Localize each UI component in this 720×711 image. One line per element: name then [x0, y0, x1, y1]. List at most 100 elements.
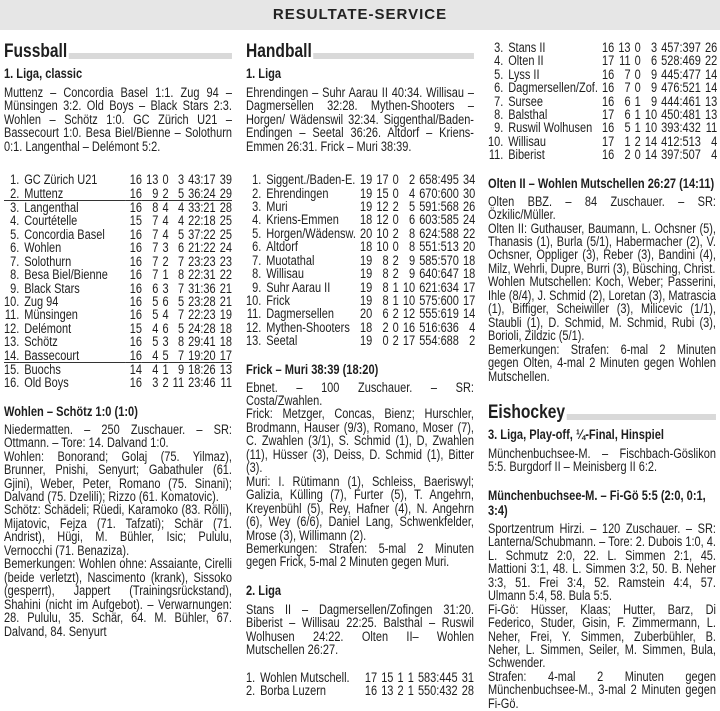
cell-losses: 9: [408, 252, 416, 268]
results-text: Stans II – Dagmersellen/Zofingen 31:20. …: [246, 601, 474, 658]
league-title: 3. Liga, Play-off, ¼-Final, Hinspiel: [488, 427, 664, 442]
cell-points: 18: [219, 320, 232, 336]
cell-rank: 13.: [246, 333, 262, 349]
cell-games: 16: [129, 280, 143, 296]
cell-games: 17: [602, 107, 615, 123]
cell-draws: 0: [634, 53, 641, 69]
match-title: Wohlen – Schötz 1:0 (1:0): [4, 403, 138, 419]
match-title: Frick – Muri 38:39 (18:20): [246, 361, 379, 377]
cell-rank: 9.: [10, 280, 20, 296]
table-row: 16. Old Boys 16 3 2 11 23:46 11: [4, 375, 232, 391]
cell-losses: 3: [177, 172, 185, 188]
cell-draws: 2: [162, 253, 169, 269]
match-report: Niedermatten. – 250 Zuschauer. – SR: Ott…: [4, 423, 232, 638]
cell-rank: 15.: [4, 361, 20, 377]
table-row: 4. Kriens-Emmen 18 12 0 6 603:585 24: [246, 212, 475, 228]
section-rule: [313, 53, 474, 59]
cell-losses: 8: [408, 225, 416, 241]
cell-games: 16: [125, 348, 143, 363]
cell-losses: 6: [177, 240, 185, 256]
section-header-eishockey: Eishockey: [488, 403, 716, 423]
cell-team: Dagmersellen: [266, 306, 334, 322]
cell-wins: 9: [142, 187, 159, 202]
cell-losses: 1: [407, 669, 414, 685]
cell-rank: 12.: [246, 319, 262, 335]
cell-wins: 7: [624, 80, 631, 96]
cell-games: 16: [129, 375, 143, 391]
cell-team: Dagmersellen/Zof.: [508, 80, 598, 96]
table-row: 10. Zug 94 16 5 6 5 23:28 21: [4, 293, 232, 309]
table-row: 2. Ehrendingen 19 15 0 4 670:600 30: [246, 185, 476, 201]
cell-draws: 4: [162, 226, 169, 242]
cell-games: 19: [360, 172, 373, 188]
report-line: Sportzentrum Hirzi. – 120 Zuschauer. – S…: [488, 520, 716, 604]
cell-draws: 1: [634, 93, 641, 109]
cell-games: 19: [360, 333, 373, 349]
cell-points: 13: [219, 361, 232, 377]
cell-games: 18: [360, 239, 373, 255]
cell-points: 11: [705, 120, 718, 136]
cell-points: 25: [219, 213, 232, 229]
cell-wins: 10: [376, 239, 389, 255]
section-header-handball: Handball: [246, 42, 474, 62]
cell-team: Kriens-Emmen: [266, 212, 339, 228]
cell-rank: 5.: [252, 225, 262, 241]
cell-score: 476:521: [661, 80, 701, 96]
cell-losses: 12: [402, 306, 416, 322]
cell-games: 16: [129, 334, 143, 350]
cell-draws: 2: [392, 306, 399, 322]
cell-team: Muotathal: [266, 252, 315, 268]
cell-losses: 1: [407, 683, 414, 699]
table-row: 6. Wohlen 16 7 3 6 21:22 24: [4, 240, 232, 256]
cell-points: 30: [462, 185, 476, 201]
cell-team: Wohlen: [24, 240, 62, 256]
cell-losses: 9: [650, 93, 658, 109]
cell-team: Concordia Basel: [24, 226, 105, 242]
match-report: Sportzentrum Hirzi. – 120 Zuschauer. – S…: [488, 522, 716, 710]
cell-losses: 7: [177, 280, 185, 296]
table-row: 3. Stans II 16 13 0 3 457:397 26: [488, 40, 717, 55]
cell-losses: 9: [650, 80, 658, 96]
league-title: 1. Liga: [246, 66, 282, 81]
cell-points: 21: [219, 280, 232, 296]
cell-draws: 1: [162, 267, 169, 283]
report-line: Bemerkungen: Strafen: 5-mal 2 Minuten ge…: [246, 540, 474, 570]
cell-draws: 2: [397, 683, 404, 699]
cell-draws: 4: [162, 307, 169, 323]
cell-points: 2: [469, 333, 476, 349]
cell-games: 19: [360, 266, 373, 282]
table-row: 5. Concordia Basel 16 7 4 5 37:22 25: [4, 226, 232, 242]
cell-losses: 5: [177, 293, 185, 309]
cell-draws: 0: [634, 40, 641, 55]
cell-draws: 0: [392, 212, 399, 228]
cell-games: 18: [360, 319, 373, 335]
results-text: Münchenbuchsee-M. – Fischbach-Göslikon 5…: [488, 446, 716, 475]
cell-score: 393:432: [661, 120, 701, 136]
cell-score: 528:469: [661, 53, 701, 69]
cell-rank: 16.: [4, 375, 20, 391]
column-1: Fussball 1. Liga, classic Muttenz – Conc…: [4, 42, 232, 638]
cell-team: Seetal: [266, 333, 298, 349]
cell-rank: 5.: [494, 66, 504, 82]
report-line: Ebnet. – 100 Zuschauer. – SR: Costa/Zwah…: [246, 379, 474, 408]
results-text: Ehrendingen – Suhr Aarau II 40:34. Willi…: [246, 85, 474, 154]
table-row: 11. Biberist 16 2 0 14 397:507 4: [488, 148, 717, 162]
table-row: 9. Black Stars 16 6 3 7 31:36 21: [4, 280, 232, 296]
cell-points: 23: [219, 253, 232, 269]
cell-losses: 8: [177, 267, 185, 283]
cell-wins: 8: [382, 279, 389, 295]
cell-losses: 8: [408, 239, 416, 255]
section-title: Eishockey: [488, 402, 566, 423]
table-row: 10. Frick 19 8 1 10 575:600 17: [246, 294, 475, 308]
cell-rank: 10.: [4, 293, 20, 309]
cell-wins: 7: [152, 226, 159, 242]
cell-points: 26: [462, 199, 476, 215]
cell-draws: 1: [392, 279, 399, 295]
cell-rank: 8.: [494, 107, 504, 123]
cell-score: 585:570: [419, 252, 459, 268]
cell-games: 16: [602, 80, 615, 96]
cell-losses: 7: [177, 307, 185, 323]
match-title: Münchenbuchsee-M. – Fi-Gö 5:5 (2:0, 0:1,…: [488, 487, 706, 518]
standings-table-continued: 3. Stans II 16 13 0 3 457:397 26 4. Olten II 17 11 0…: [488, 41, 717, 162]
cell-rank: 6.: [252, 239, 262, 255]
